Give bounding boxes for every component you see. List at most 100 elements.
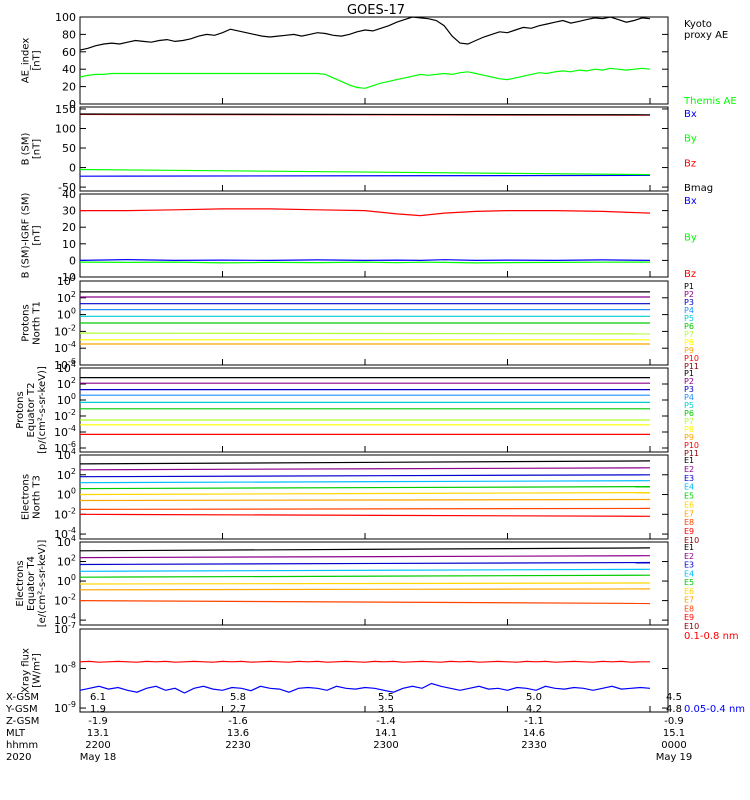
legend-label: 0.1-0.8 nm <box>684 631 739 642</box>
footer-value: -1.4 <box>376 716 396 727</box>
panel-frame <box>79 106 669 192</box>
legend-label: E6 <box>684 500 694 509</box>
series-line-E4 <box>79 568 651 572</box>
legend-label: P1 <box>684 282 694 291</box>
legend-label: P6 <box>684 322 694 331</box>
legend-label: P2 <box>684 290 694 299</box>
footer-value: -1.9 <box>88 716 108 727</box>
y-tick-label: 100 <box>57 573 76 588</box>
footer-value: 1.9 <box>90 704 106 715</box>
legend-label: P9 <box>684 433 694 442</box>
legend-label: P11 <box>684 362 699 371</box>
footer-value: 15.1 <box>663 728 685 739</box>
footer-value: 6.1 <box>90 692 106 703</box>
footer-value: 4.8 <box>666 704 682 715</box>
legend-label: E1 <box>684 456 694 465</box>
legend-label: E3 <box>684 561 694 570</box>
y-axis-label: Protons <box>15 391 26 428</box>
series-line-E2 <box>79 555 651 559</box>
legend-label: P4 <box>684 306 694 315</box>
y-tick-label: 10-2 <box>54 506 76 521</box>
panel-2: 150 100 50 0 -50 B (SM) [nT] Bx By Bz Bmag <box>21 103 714 194</box>
y-tick-label: 104 <box>57 447 76 462</box>
y-tick-label: 100 <box>57 487 76 502</box>
footer-row-label: MLT <box>6 728 26 739</box>
y-tick-label: 40 <box>62 63 76 76</box>
y-tick-label: 0 <box>69 98 76 111</box>
series-line-E4 <box>79 480 651 484</box>
y-tick-label: 0 <box>69 254 76 267</box>
series-line-Themis-AE <box>79 67 651 89</box>
legend-label: E7 <box>684 509 694 518</box>
legend-label: P5 <box>684 314 694 323</box>
y-tick-label: 150 <box>55 103 76 116</box>
legend-label: Bmag <box>684 183 713 194</box>
y-tick-label: 10 <box>62 238 76 251</box>
y-tick-label: 30 <box>62 205 76 218</box>
legend-label: P5 <box>684 401 694 410</box>
series-line-P7 <box>79 332 651 335</box>
legend-label: E10 <box>684 622 699 631</box>
panel-frame <box>79 193 669 278</box>
y-tick-label: 10-7 <box>54 621 76 636</box>
legend-label: P11 <box>684 449 699 458</box>
legend-label: E8 <box>684 518 694 527</box>
legend-label: P6 <box>684 409 694 418</box>
y-tick-label: 100 <box>57 392 76 407</box>
footer-row-label: hhmm <box>6 740 38 751</box>
series-line-E9 <box>79 513 651 517</box>
footer-value: 14.1 <box>375 728 397 739</box>
footer-value: 2200 <box>85 740 110 751</box>
legend-label: Bx <box>684 196 697 207</box>
legend-label: E10 <box>684 536 699 545</box>
series-line-E7 <box>79 588 651 591</box>
legend-label: P7 <box>684 330 694 339</box>
footer-value: 5.8 <box>230 692 246 703</box>
y-axis-label: [nT] <box>32 225 43 245</box>
y-axis-label: Electrons <box>21 474 32 520</box>
legend-label: P7 <box>684 417 694 426</box>
series-line-E1 <box>79 460 651 465</box>
y-axis-label: [nT] <box>32 139 43 159</box>
y-tick-label: 102 <box>57 290 76 305</box>
y-tick-label: 10-2 <box>54 323 76 338</box>
panel-frame <box>79 454 669 540</box>
footer-value: -0.9 <box>664 716 684 727</box>
y-tick-label: 10-4 <box>54 424 76 439</box>
y-tick-label: 10-4 <box>54 340 76 355</box>
series-line-Bmag <box>79 113 651 116</box>
y-tick-label: 102 <box>57 467 76 482</box>
legend-label: E3 <box>684 474 694 483</box>
footer-value: 13.1 <box>87 728 109 739</box>
y-axis-label: Equator T2 <box>26 383 37 438</box>
y-axis-label: B (SM) <box>21 132 32 165</box>
y-tick-label: 10-9 <box>54 700 76 715</box>
footer-value: 2330 <box>521 740 546 751</box>
y-tick-label: 10-2 <box>54 593 76 608</box>
legend-label: E8 <box>684 604 694 613</box>
series-line-By <box>79 168 651 176</box>
y-tick-label: 20 <box>62 81 76 94</box>
series-line-E3 <box>79 561 651 566</box>
panel-frame <box>79 16 669 105</box>
footer-value: May 19 <box>656 752 693 763</box>
footer-ephemeris: X-GSM 6.1 5.8 5.5 5.0 4.5 Y-GSM 1.9 2.7 3.5 4.2 4.8… <box>5 692 692 763</box>
series-line-E8 <box>79 507 651 510</box>
series-line-Bz <box>80 208 651 217</box>
series-line-E5 <box>79 486 651 490</box>
legend-label: P1 <box>684 369 694 378</box>
y-axis-label: B (SM)-IGRF (SM) <box>21 193 32 279</box>
series-line-E6 <box>79 582 651 585</box>
legend-label: Kyoto <box>684 19 712 30</box>
series-line-E8 <box>79 599 651 605</box>
y-tick-label: 102 <box>57 376 76 391</box>
series-line-Bx <box>79 174 651 177</box>
plot-title: GOES-17 <box>347 3 405 18</box>
footer-value: 0000 <box>661 740 686 751</box>
y-tick-label: 50 <box>62 142 76 155</box>
